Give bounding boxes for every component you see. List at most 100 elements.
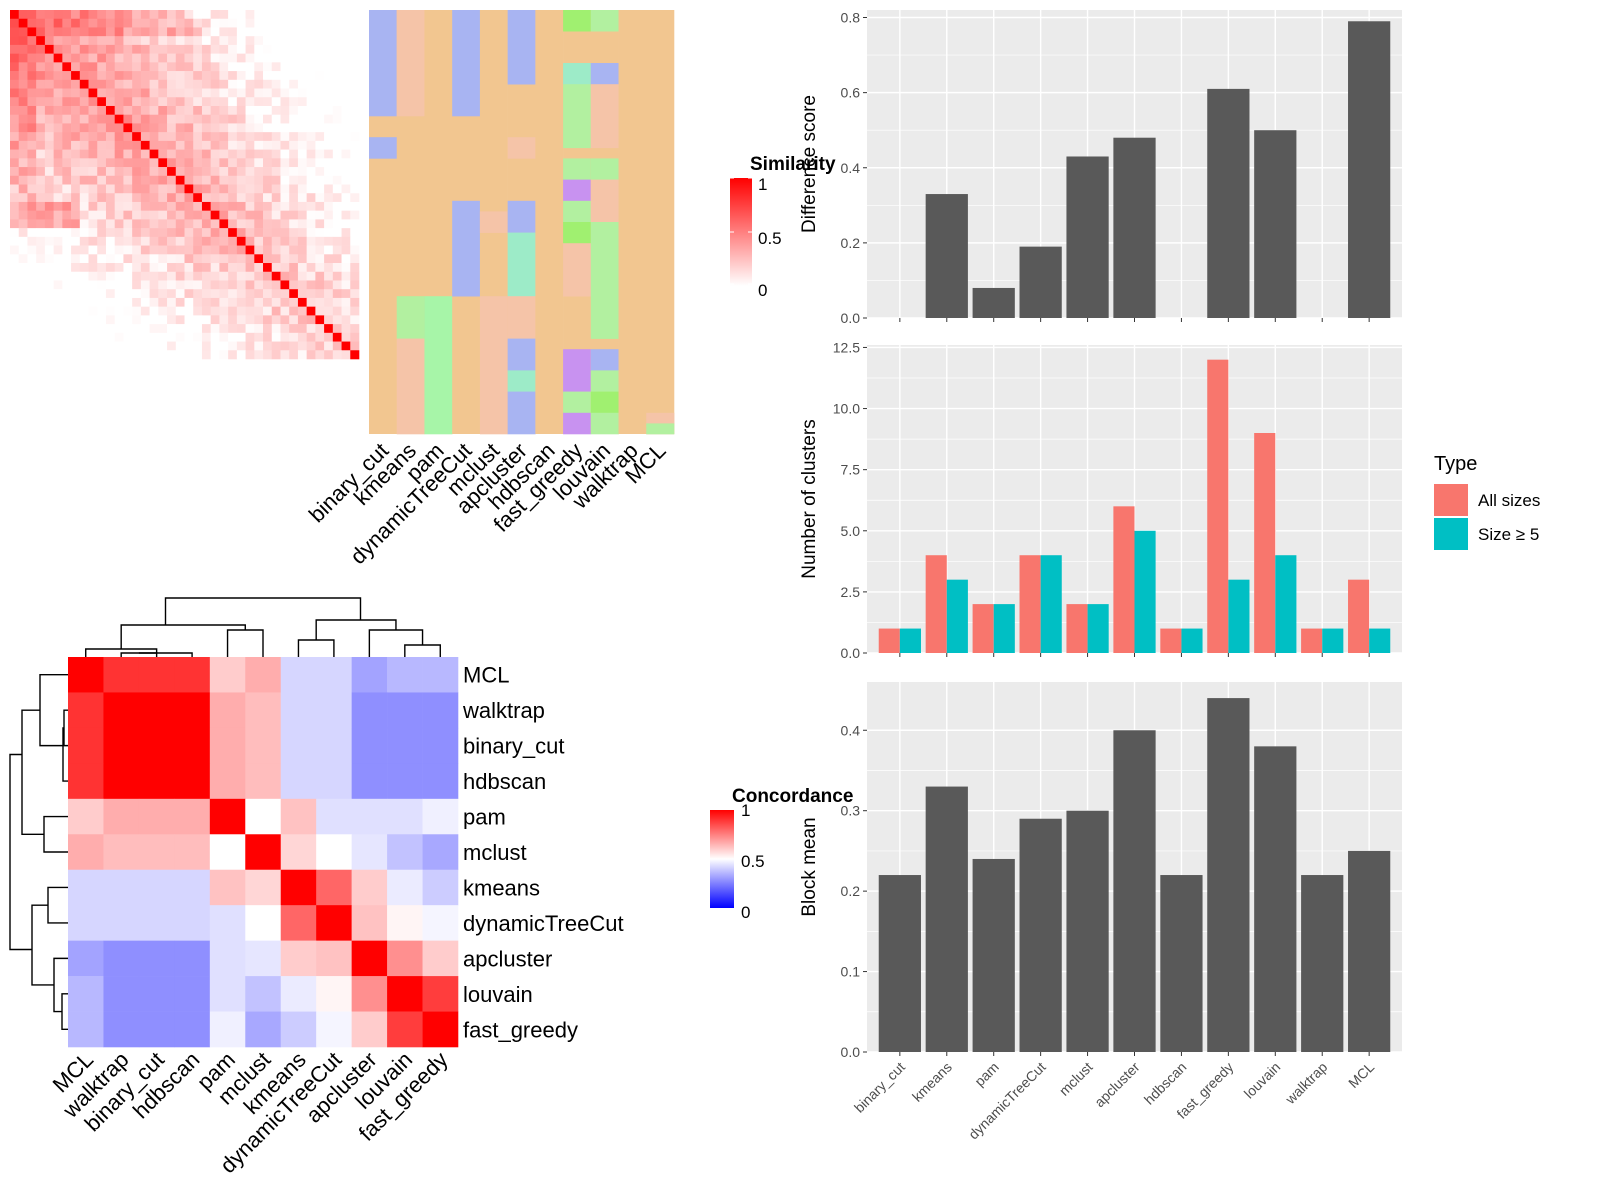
similarity-cell (271, 27, 281, 37)
y-axis-title: Difference score (799, 95, 820, 233)
similarity-cell (97, 149, 107, 159)
similarity-cell (175, 18, 185, 28)
similarity-cell (219, 175, 229, 185)
x-tick-label: binary_cut (851, 1059, 908, 1116)
similarity-cell (71, 88, 81, 98)
similarity-cell (123, 167, 133, 177)
similarity-cell (280, 193, 290, 203)
similarity-cell (132, 332, 142, 342)
similarity-cell (62, 254, 72, 264)
similarity-cell (254, 36, 264, 46)
similarity-cell (228, 27, 238, 37)
similarity-cell (236, 280, 246, 290)
similarity-cell (158, 280, 168, 290)
similarity-cell (149, 123, 159, 133)
similarity-cell (140, 245, 150, 255)
similarity-cell (140, 44, 150, 54)
similarity-cell (114, 297, 124, 307)
similarity-cell (228, 245, 238, 255)
similarity-cell (123, 36, 133, 46)
similarity-cell (79, 36, 89, 46)
similarity-cell (193, 263, 203, 273)
similarity-cell (263, 114, 273, 124)
concordance-legend-label: 0 (741, 903, 750, 922)
similarity-cell (332, 44, 342, 54)
similarity-cell (350, 236, 360, 246)
similarity-cell (254, 88, 264, 98)
similarity-cell (36, 271, 46, 281)
similarity-cell (79, 140, 89, 150)
similarity-cell (289, 158, 299, 168)
similarity-cell (105, 97, 115, 107)
similarity-cell (149, 149, 159, 159)
similarity-cell (132, 245, 142, 255)
similarity-cell (71, 193, 81, 203)
dendrogram-branch (315, 619, 397, 640)
similarity-cell (149, 236, 159, 246)
similarity-cell (36, 123, 46, 133)
similarity-cell (71, 175, 81, 185)
similarity-cell (254, 10, 264, 20)
similarity-cell (62, 228, 72, 238)
similarity-cell (201, 315, 211, 325)
similarity-cell (341, 341, 351, 351)
similarity-cell (184, 193, 194, 203)
similarity-cell (315, 350, 325, 360)
partition-cell (646, 423, 675, 435)
similarity-cell (36, 114, 46, 124)
concordance-cell (351, 976, 388, 1012)
similarity-cell (210, 132, 220, 142)
similarity-cell (350, 306, 360, 316)
similarity-cell (79, 53, 89, 63)
similarity-cell (236, 306, 246, 316)
dendrogram-branch (138, 652, 193, 657)
similarity-cell (149, 71, 159, 81)
similarity-cell (62, 123, 72, 133)
similarity-cell (62, 114, 72, 124)
similarity-cell (44, 175, 54, 185)
concordance-cell (174, 905, 211, 941)
similarity-cell (132, 123, 142, 133)
similarity-cell (289, 254, 299, 264)
similarity-cell (79, 79, 89, 89)
similarity-cell (263, 332, 273, 342)
similarity-cell (324, 10, 334, 20)
similarity-cell (97, 36, 107, 46)
similarity-cell (123, 280, 133, 290)
similarity-cell (271, 201, 281, 211)
concordance-cell (316, 834, 352, 871)
similarity-cell (158, 254, 168, 264)
concordance-cell (245, 692, 282, 729)
y-tick-label: 0.0 (841, 1044, 861, 1060)
similarity-cell (184, 88, 194, 98)
similarity-cell (36, 132, 46, 142)
similarity-cell (97, 114, 107, 124)
similarity-cell (315, 88, 325, 98)
similarity-cell (245, 97, 255, 107)
concordance-cell (422, 657, 459, 693)
similarity-cell (210, 315, 220, 325)
similarity-cell (175, 175, 185, 185)
similarity-cell (289, 193, 299, 203)
bar-apcluster (1113, 730, 1156, 1052)
similarity-cell (97, 18, 107, 28)
similarity-cell (297, 158, 307, 168)
similarity-cell (44, 193, 54, 203)
similarity-cell (297, 315, 307, 325)
similarity-cell (350, 245, 360, 255)
similarity-cell (123, 27, 133, 37)
similarity-cell (10, 27, 20, 37)
similarity-cell (297, 271, 307, 281)
bar-fast_greedy (1207, 359, 1229, 653)
concordance-row-label: walktrap (462, 698, 545, 723)
similarity-cell (184, 271, 194, 281)
similarity-cell (27, 332, 37, 342)
concordance-cell (68, 905, 104, 941)
similarity-cell (158, 62, 168, 72)
similarity-cell (193, 280, 203, 290)
similarity-cell (36, 27, 46, 37)
similarity-cell (149, 79, 159, 89)
similarity-cell (44, 332, 54, 342)
similarity-cell (297, 332, 307, 342)
similarity-cell (140, 140, 150, 150)
